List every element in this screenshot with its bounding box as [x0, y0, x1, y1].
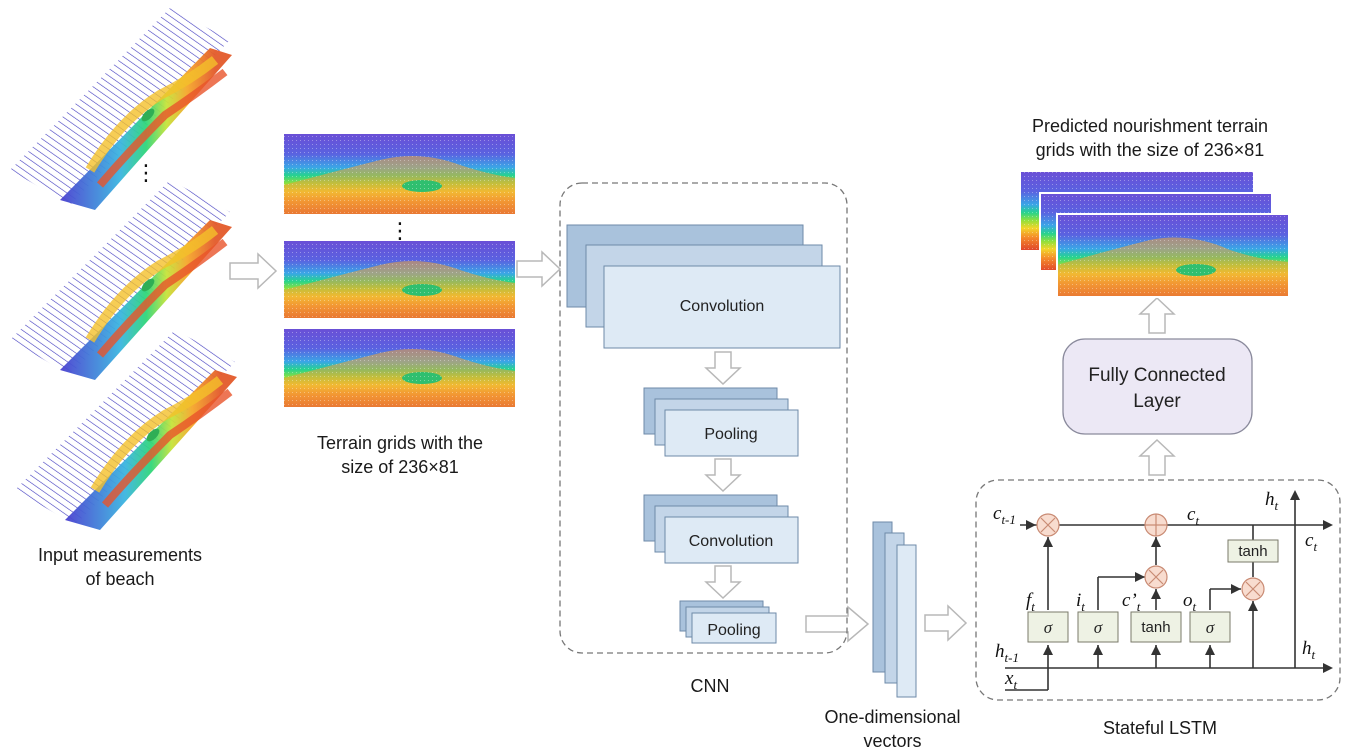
label-one-dimensional-vectors: One-dimensional vectors — [824, 707, 961, 751]
cnn-pool1-label: Pooling — [704, 426, 757, 443]
label-cnn: CNN — [690, 676, 730, 696]
cnn-conv2-label: Convolution — [689, 533, 774, 550]
lstm-candidate-gate-label: tanh — [1141, 619, 1170, 636]
lstm-input-gate — [1077, 611, 1119, 643]
lstm-output-tanh-label: tanh — [1238, 543, 1267, 560]
flow-arrow-vectors-to-lstm — [924, 604, 968, 642]
lstm-multiply-input — [1144, 565, 1168, 589]
lstm-input-gate-label: σ — [1094, 618, 1103, 637]
label-terrain-grids: Terrain grids with the size of 236×81 — [316, 433, 484, 477]
cnn-conv2-stack — [643, 494, 799, 564]
terrain-grid-3 — [284, 329, 515, 407]
lstm-container — [975, 479, 1341, 701]
flow-arrow-terrain-to-cnn — [516, 250, 562, 288]
terrain-grid-2 — [284, 241, 515, 318]
symbol-h-t-right: ht — [1302, 638, 1316, 662]
one-dimensional-vectors — [872, 521, 917, 698]
symbol-i-t: it — [1076, 590, 1085, 614]
label-input-measurements: Input measurements of beach — [37, 545, 203, 589]
cnn-conv1-stack — [566, 224, 841, 349]
fc-label-line-2: Layer — [1133, 391, 1181, 412]
flow-arrow-input-to-terrain — [229, 252, 278, 290]
symbol-h-prev: ht-1 — [995, 641, 1019, 665]
lstm-arrowheads — [1026, 490, 1333, 673]
lstm-forget-gate-label: σ — [1044, 618, 1053, 637]
fully-connected-layer — [1062, 338, 1253, 435]
flow-arrow-fc-to-output — [1138, 296, 1176, 334]
symbol-c-t: ct — [1187, 504, 1199, 528]
flow-arrow-lstm-to-fc — [1138, 438, 1176, 476]
label-predicted-grids: Predicted nourishment terrain grids with… — [1031, 116, 1269, 160]
lstm-forget-gate — [1027, 611, 1069, 643]
lstm-multiply-forget — [1036, 513, 1060, 537]
cnn-container — [559, 182, 848, 654]
lstm-output-gate — [1189, 611, 1231, 643]
cnn-pool2-stack — [679, 600, 777, 644]
input-beach-plot-3 — [15, 330, 237, 530]
flow-arrow-conv-to-pool-2 — [704, 565, 742, 600]
symbol-x-t: xt — [1004, 668, 1017, 692]
flow-arrow-cnn-to-vectors — [805, 605, 870, 643]
lstm-add-cell — [1144, 513, 1168, 537]
cnn-pool1-stack — [643, 387, 799, 457]
lstm-wiring — [1005, 495, 1328, 691]
symbol-f-t: ft — [1026, 590, 1035, 614]
lstm-output-gate-label: σ — [1206, 618, 1215, 637]
lstm-candidate-gate — [1130, 611, 1182, 643]
symbol-o-t: ot — [1183, 590, 1197, 614]
flow-arrow-conv-to-pool — [704, 351, 742, 386]
cnn-pool2-label: Pooling — [707, 622, 760, 639]
input-beach-plot-2 — [10, 180, 232, 380]
predicted-grid-3 — [1056, 213, 1290, 298]
input-beach-plot-1 — [10, 8, 232, 210]
fc-label-line-1: Fully Connected — [1088, 365, 1225, 386]
symbol-c-candidate: c’t — [1122, 590, 1141, 614]
symbol-c-t-out: ct — [1305, 530, 1317, 554]
lstm-output-tanh — [1227, 539, 1279, 563]
symbol-h-t-top: ht — [1265, 489, 1279, 513]
flow-arrow-pool-to-conv — [704, 458, 742, 493]
terrain-ellipsis: ⋮ — [389, 218, 411, 243]
symbol-c-prev: ct-1 — [993, 503, 1016, 527]
cnn-conv1-label: Convolution — [680, 298, 765, 315]
lstm-multiply-output — [1241, 577, 1265, 601]
terrain-grid-1 — [284, 134, 515, 214]
label-stateful-lstm: Stateful LSTM — [1102, 718, 1218, 738]
input-ellipsis: ⋮ — [135, 160, 157, 185]
